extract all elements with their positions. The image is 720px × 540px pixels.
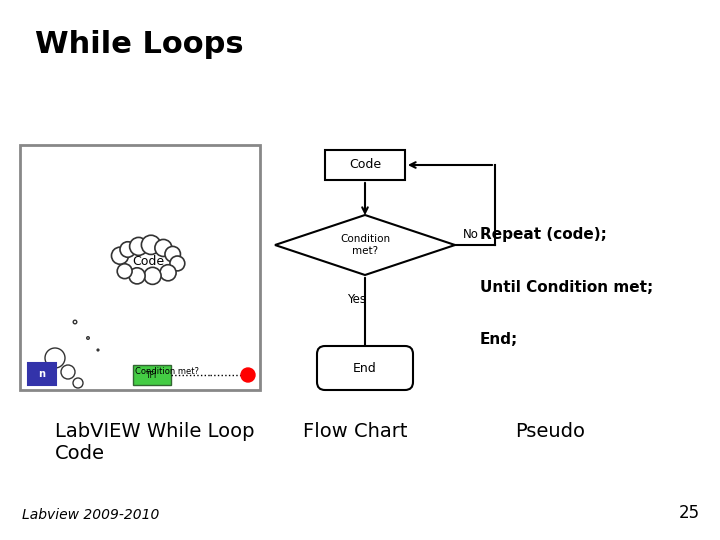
Text: Condition
met?: Condition met? [340, 234, 390, 256]
Polygon shape [275, 215, 455, 275]
Text: TFI: TFI [146, 370, 158, 380]
Circle shape [112, 247, 129, 264]
Text: Pseudo: Pseudo [515, 422, 585, 441]
Circle shape [45, 348, 65, 368]
Text: While Loops: While Loops [35, 30, 243, 59]
FancyBboxPatch shape [325, 150, 405, 180]
Text: 25: 25 [679, 504, 700, 522]
Text: Flow Chart: Flow Chart [302, 422, 408, 441]
Text: Until Condition met;: Until Condition met; [480, 280, 653, 294]
Text: Labview 2009-2010: Labview 2009-2010 [22, 508, 159, 522]
Circle shape [117, 264, 132, 279]
Text: Condition met?: Condition met? [135, 368, 199, 376]
Circle shape [241, 368, 255, 382]
Circle shape [86, 337, 89, 339]
Text: Code: Code [349, 159, 381, 172]
Text: Code: Code [132, 255, 164, 268]
Text: Repeat (code);: Repeat (code); [480, 227, 607, 242]
Text: End: End [353, 361, 377, 375]
FancyBboxPatch shape [20, 145, 260, 390]
Text: n: n [38, 369, 45, 379]
Text: Yes: Yes [348, 293, 366, 306]
Circle shape [141, 235, 161, 254]
Circle shape [73, 320, 77, 324]
Circle shape [155, 239, 172, 256]
Circle shape [120, 242, 135, 257]
Circle shape [129, 268, 145, 284]
Circle shape [160, 265, 176, 281]
Circle shape [130, 238, 148, 255]
Circle shape [97, 349, 99, 351]
Text: End;: End; [480, 332, 518, 347]
FancyBboxPatch shape [317, 346, 413, 390]
Circle shape [144, 267, 161, 285]
Circle shape [170, 256, 185, 271]
FancyBboxPatch shape [28, 363, 56, 385]
Circle shape [165, 246, 181, 262]
Text: No: No [463, 228, 479, 241]
Text: LabVIEW While Loop
Code: LabVIEW While Loop Code [55, 422, 254, 463]
Circle shape [73, 378, 83, 388]
Circle shape [61, 365, 75, 379]
FancyBboxPatch shape [133, 365, 171, 385]
